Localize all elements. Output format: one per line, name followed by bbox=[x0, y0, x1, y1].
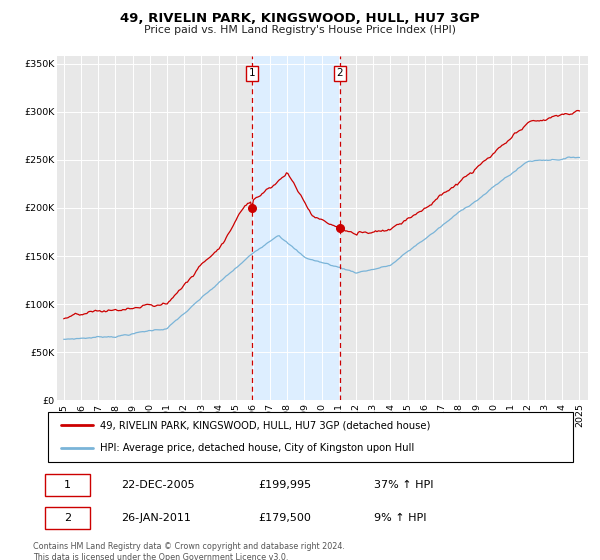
Text: Contains HM Land Registry data © Crown copyright and database right 2024.
This d: Contains HM Land Registry data © Crown c… bbox=[33, 542, 345, 560]
Text: Price paid vs. HM Land Registry's House Price Index (HPI): Price paid vs. HM Land Registry's House … bbox=[144, 25, 456, 35]
Text: 2: 2 bbox=[337, 68, 343, 78]
FancyBboxPatch shape bbox=[46, 507, 90, 529]
Text: 9% ↑ HPI: 9% ↑ HPI bbox=[373, 513, 426, 523]
Text: 37% ↑ HPI: 37% ↑ HPI bbox=[373, 480, 433, 490]
Text: £179,500: £179,500 bbox=[258, 513, 311, 523]
Text: 49, RIVELIN PARK, KINGSWOOD, HULL, HU7 3GP: 49, RIVELIN PARK, KINGSWOOD, HULL, HU7 3… bbox=[120, 12, 480, 25]
FancyBboxPatch shape bbox=[46, 474, 90, 496]
Text: 1: 1 bbox=[64, 480, 71, 490]
Text: 22-DEC-2005: 22-DEC-2005 bbox=[121, 480, 195, 490]
Text: HPI: Average price, detached house, City of Kingston upon Hull: HPI: Average price, detached house, City… bbox=[101, 444, 415, 454]
Text: £199,995: £199,995 bbox=[258, 480, 311, 490]
Text: 49, RIVELIN PARK, KINGSWOOD, HULL, HU7 3GP (detached house): 49, RIVELIN PARK, KINGSWOOD, HULL, HU7 3… bbox=[101, 420, 431, 430]
Bar bbox=[253, 56, 340, 400]
FancyBboxPatch shape bbox=[48, 412, 573, 462]
Text: 26-JAN-2011: 26-JAN-2011 bbox=[121, 513, 191, 523]
Text: 2: 2 bbox=[64, 513, 71, 523]
Text: 1: 1 bbox=[249, 68, 256, 78]
